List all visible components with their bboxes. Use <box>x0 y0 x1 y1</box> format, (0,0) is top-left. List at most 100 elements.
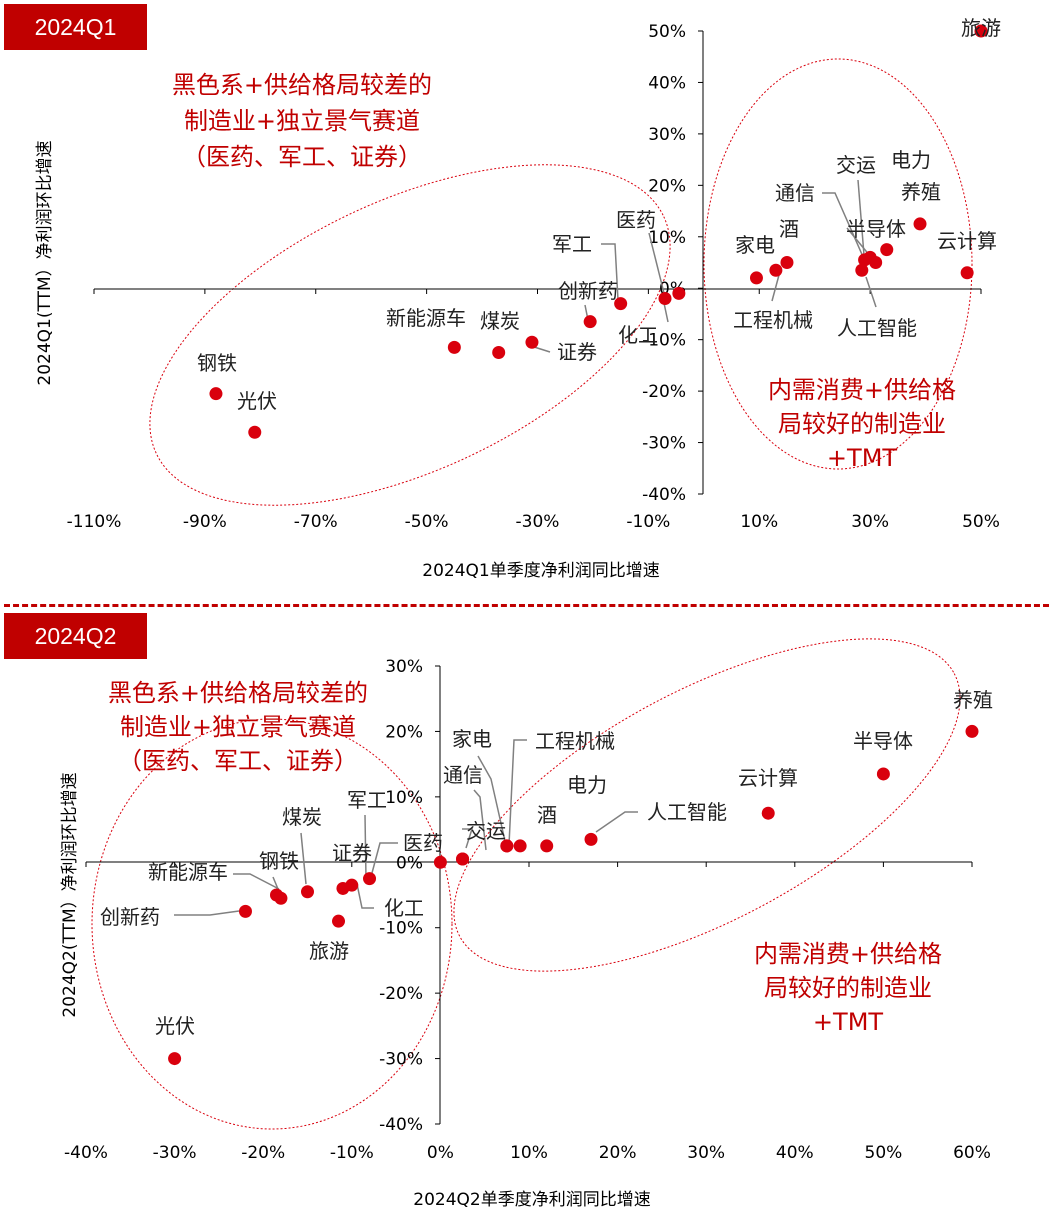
panel-divider <box>4 604 1049 607</box>
chart1-leader-line <box>771 274 780 302</box>
chart2-data-point <box>456 852 470 866</box>
chart1-point-label: 交运 <box>836 153 876 177</box>
chart1-point-label: 创新药 <box>558 279 618 303</box>
chart2-point-label: 交运 <box>466 819 506 843</box>
chart1-annotation-2-line: +TMT <box>827 444 897 472</box>
chart2-point-label: 医药 <box>403 831 443 855</box>
panel-tag-q2: 2024Q2 <box>4 613 147 659</box>
chart2-annotation-1-line: 黑色系+供给格局较差的 <box>108 679 368 707</box>
chart1-annotation-1-line: （医药、军工、证券） <box>182 143 422 171</box>
chart2-point-label: 证券 <box>332 841 372 865</box>
chart1-x-tick-label: 10% <box>740 512 778 532</box>
chart2-group-ellipse-2 <box>453 638 961 972</box>
chart2-y-tick-label: 10% <box>385 788 423 808</box>
chart2-annotation-1-line: 制造业+独立景气赛道 <box>120 713 356 741</box>
chart2-y-tick-label: -10% <box>379 919 423 939</box>
chart1-data-point <box>780 256 794 269</box>
chart2-point-label: 电力 <box>567 773 607 797</box>
chart2-point-label: 煤炭 <box>282 805 322 829</box>
chart1-x-tick-label: -10% <box>626 512 670 532</box>
chart2-annotation-2-line: 内需消费+供给格 <box>754 940 942 968</box>
chart2-leader-line <box>595 811 638 833</box>
chart2-data-point <box>500 839 514 853</box>
chart2-point-label: 酒 <box>537 803 557 827</box>
chart2-x-tick-label: 30% <box>687 1143 725 1163</box>
chart2-data-point <box>363 872 377 886</box>
chart2-point-label: 军工 <box>347 788 387 812</box>
chart1-point-label: 医药 <box>616 208 656 232</box>
chart1-data-point <box>858 253 872 267</box>
chart1-point-label: 家电 <box>735 233 775 257</box>
chart1-point-label: 证券 <box>557 340 597 364</box>
chart1-y-tick-label: 20% <box>648 176 686 196</box>
chart1-x-tick-label: -70% <box>294 512 338 532</box>
chart2-leader-line <box>300 832 307 885</box>
chart1-data-point <box>869 256 883 269</box>
chart2-point-label: 光伏 <box>155 1014 195 1038</box>
chart2-data-point <box>513 839 527 853</box>
chart1-leader-line <box>857 179 865 256</box>
chart2-y-tick-label: 30% <box>385 657 423 677</box>
chart1-data-point <box>583 315 597 329</box>
chart2-point-label: 家电 <box>452 727 492 751</box>
chart2-x-tick-label: 10% <box>510 1143 548 1163</box>
chart1-x-tick-label: 50% <box>962 512 1000 532</box>
chart2-data-point <box>336 881 350 895</box>
chart2-leader-line <box>364 814 367 880</box>
chart1-point-label: 钢铁 <box>197 351 237 375</box>
chart1-point-label: 旅游 <box>961 16 1001 40</box>
chart1-data-point <box>672 286 686 300</box>
chart1-annotation-1-line: 黑色系+供给格局较差的 <box>172 71 432 99</box>
chart2-x-tick-label: -20% <box>241 1143 285 1163</box>
chart2-x-tick-label: 40% <box>776 1143 814 1163</box>
chart1-x-tick-label: -110% <box>67 512 122 532</box>
chart1-data-point <box>525 335 539 349</box>
chart2-x-tick-label: 50% <box>865 1143 903 1163</box>
chart2-x-tick-label: 0% <box>427 1143 454 1163</box>
chart2-y-tick-label: 0% <box>396 853 423 873</box>
chart2-leader-line <box>473 789 487 851</box>
chart2-data-point <box>965 724 979 738</box>
chart2-leader-line <box>508 739 527 846</box>
chart1-data-point <box>855 263 869 277</box>
chart2-x-tick-label: 20% <box>599 1143 637 1163</box>
chart1-y-tick-label: -10% <box>642 331 686 351</box>
chart2-group-ellipse-1 <box>91 718 453 1130</box>
chart1-data-point <box>492 346 506 360</box>
chart1-data-point <box>658 292 672 306</box>
chart1-point-label: 通信 <box>775 181 815 205</box>
chart1-leader-line <box>663 302 669 323</box>
chart1-group-ellipse-1 <box>149 164 671 506</box>
chart1-point-label: 电力 <box>891 148 931 172</box>
chart1-y-tick-label: 30% <box>648 125 686 145</box>
chart1-leader-line <box>601 243 619 301</box>
panel-tag-q1: 2024Q1 <box>4 4 147 50</box>
chart2-annotation-1-line: （医药、军工、证券） <box>118 747 358 775</box>
chart2-point-label: 钢铁 <box>259 849 299 873</box>
chart1-point-label: 化工 <box>618 323 658 347</box>
chart1-group-ellipse-2 <box>703 58 973 470</box>
chart2-x-tick-label: -10% <box>330 1143 374 1163</box>
chart2-data-point <box>761 806 775 820</box>
chart2-data-point <box>584 832 598 846</box>
chart1-data-point <box>769 263 783 277</box>
chart1-data-point <box>447 340 461 354</box>
chart2-leader-line <box>462 828 474 849</box>
chart2-leader-line <box>356 883 374 909</box>
chart2-annotation-2-line: +TMT <box>813 1008 883 1036</box>
chart2-point-label: 新能源车 <box>148 860 228 884</box>
chart1-data-point <box>749 271 763 285</box>
chart1-data-point <box>960 266 974 280</box>
chart2-point-label: 化工 <box>384 896 424 920</box>
chart1-annotation-2-line: 局较好的制造业 <box>778 410 946 438</box>
chart1-x-tick-label: -90% <box>183 512 227 532</box>
chart1-point-label: 半导体 <box>846 217 906 241</box>
chart1-annotation-2-line: 内需消费+供给格 <box>768 376 956 404</box>
chart2-y-axis-title: 2024Q2(TTM）净利润环比增速 <box>60 772 80 1017</box>
chart2-point-label: 人工智能 <box>647 800 727 824</box>
chart1-x-axis-title: 2024Q1单季度净利润同比增速 <box>422 561 659 581</box>
chart2-y-tick-label: 20% <box>385 722 423 742</box>
chart2-point-label: 通信 <box>443 763 483 787</box>
chart1-y-tick-label: -20% <box>642 382 686 402</box>
